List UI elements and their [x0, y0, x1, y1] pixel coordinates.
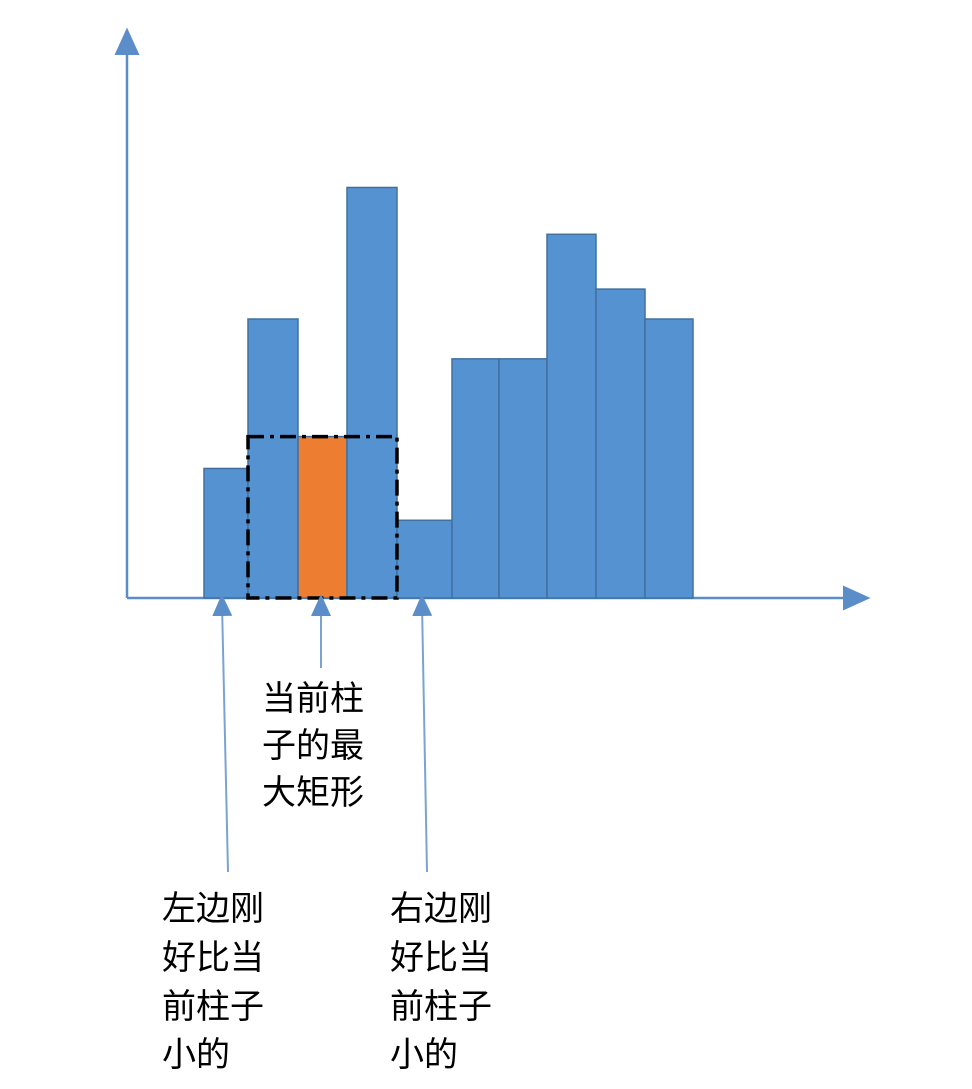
bar-5 [396, 519, 453, 599]
label-right-line-1: 右边刚 [390, 889, 492, 929]
label-current-line-3: 大矩形 [262, 773, 364, 813]
label-left-line-1: 左边刚 [162, 889, 264, 929]
label-left-line-2: 好比当 [162, 938, 264, 978]
label-left-line-3: 前柱子 [162, 987, 264, 1027]
bar-10 [644, 318, 694, 599]
bar-7 [498, 358, 548, 599]
label-left-line-4: 小的 [162, 1035, 230, 1075]
label-left: 左边刚 好比当 前柱子 小的 [162, 889, 264, 1075]
bar-9 [595, 288, 646, 599]
label-right-line-4: 小的 [390, 1035, 458, 1075]
label-current: 当前柱 子的最 大矩形 [262, 679, 364, 813]
label-right-line-2: 好比当 [390, 938, 492, 978]
label-current-line-2: 子的最 [262, 726, 364, 766]
label-right: 右边刚 好比当 前柱子 小的 [390, 889, 492, 1075]
bar-6 [451, 358, 500, 599]
bar-1 [203, 467, 249, 599]
label-right-line-3: 前柱子 [390, 987, 492, 1027]
bar-2 [247, 318, 299, 599]
bars-group [203, 186, 694, 599]
bar-current [297, 435, 348, 599]
bar-8 [546, 233, 597, 599]
pointer-left [212, 594, 233, 873]
pointer-right [412, 594, 433, 873]
label-current-line-1: 当前柱 [262, 679, 364, 719]
bar-4 [346, 186, 398, 599]
